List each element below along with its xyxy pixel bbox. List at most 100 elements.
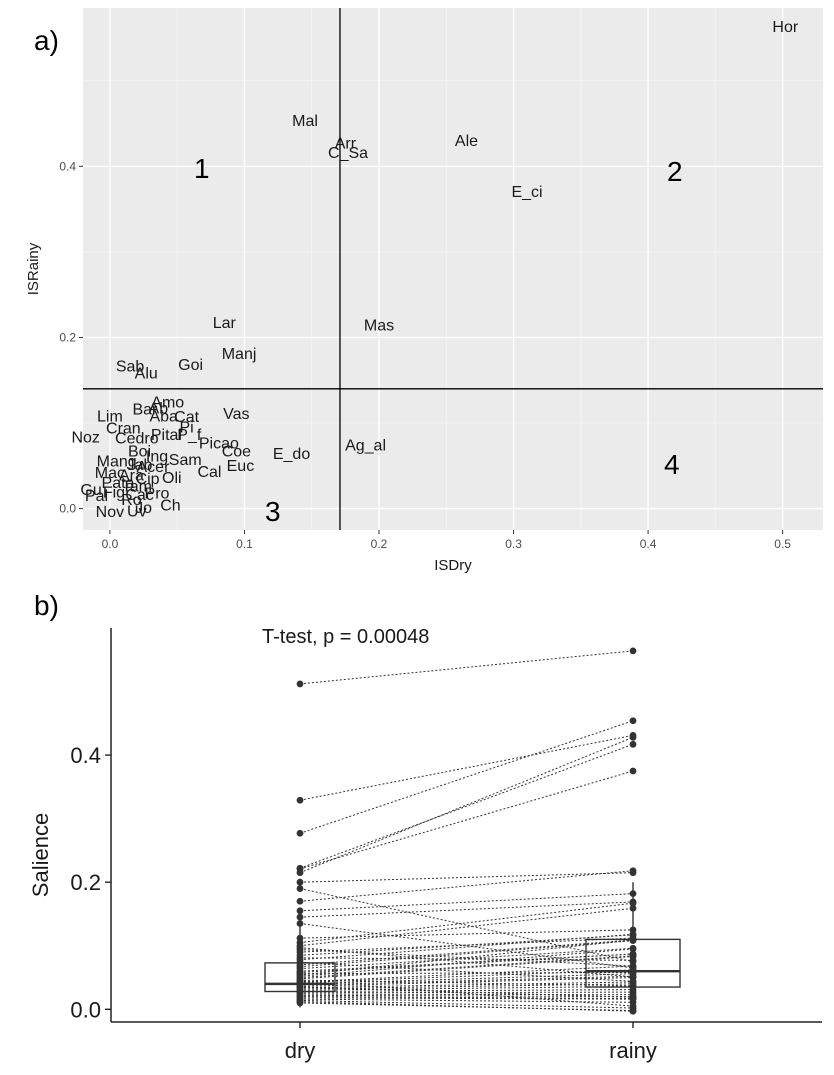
rainy-point [629, 930, 637, 938]
point-label-picao: Picao [199, 436, 239, 453]
paired-line [299, 969, 634, 984]
rainy-point [629, 767, 637, 775]
paired-line [299, 993, 634, 996]
point-label-ab: Ab [149, 401, 169, 418]
point-label-oli: Oli [162, 470, 182, 487]
x-tick-label: 0.3 [505, 537, 522, 551]
point-label-lar: Lar [213, 315, 237, 332]
point-label-arr: Arr [335, 135, 357, 152]
dry-point [296, 680, 304, 688]
point-label-noz: Noz [71, 430, 99, 447]
boxplot-y-tick-label: 0.4 [70, 743, 101, 768]
paired-line [299, 1002, 634, 1012]
point-label-gu: Gu [80, 482, 101, 499]
paired-line [299, 973, 634, 985]
point-label-cran: Cran [106, 420, 141, 437]
point-label-cip: Cip [136, 471, 160, 488]
paired-line [299, 893, 634, 912]
point-label-nov: Nov [96, 504, 124, 521]
boxplot-y-axis-title: Salience [28, 813, 53, 897]
point-label-jab: Jab [127, 457, 153, 474]
point-label-e-ci: E_ci [511, 184, 542, 201]
x-tick-label: 0.5 [774, 537, 791, 551]
point-label-euc: Euc [227, 458, 255, 475]
paired-boxplot-panel: b) T-test, p = 0.00048 0.0 0.2 0.4 dry rainy… [28, 590, 822, 1063]
rainy-point [629, 717, 637, 725]
dry-point [296, 920, 304, 927]
paired-line [299, 983, 634, 990]
point-label-vas: Vas [223, 406, 249, 423]
paired-line [299, 991, 634, 994]
boxplot-y-tick-label: 0.2 [70, 870, 101, 895]
scatter-y-axis-title: ISRainy [25, 242, 42, 295]
point-label-pro: Pro [145, 485, 170, 502]
paired-line [299, 953, 634, 973]
point-label-ch: Ch [160, 497, 180, 514]
point-label-coe: Coe [222, 443, 251, 460]
paired-line [299, 937, 634, 953]
point-label-bar: Bar [132, 401, 158, 418]
paired-line [299, 770, 634, 870]
point-label-alu: Alu [135, 366, 158, 383]
point-label-mang: Mang [97, 454, 137, 471]
rainy-point [629, 998, 637, 1006]
point-label-aba: Aba [149, 408, 178, 425]
point-label-cat: Cat [174, 409, 199, 426]
paired-line [299, 961, 634, 982]
panel-a-letter: a) [34, 25, 59, 56]
paired-line [299, 650, 634, 685]
rainy-point [629, 899, 637, 907]
point-label-tam: Tam [122, 479, 152, 496]
paired-line [299, 977, 634, 987]
boxplot-axes: 0.0 0.2 0.4 dry rainy [70, 628, 822, 1063]
paired-line [299, 949, 634, 967]
point-label-boi: Boi [128, 443, 151, 460]
paired-line [299, 965, 634, 983]
paired-line [299, 999, 634, 1009]
scatter-panel: a) HorMalArrC_SaAleE_ciMasLarManjGoiSabA… [25, 8, 823, 574]
y-tick-label: 0.2 [59, 330, 76, 344]
boxplot-x-tick-label-rainy: rainy [609, 1038, 657, 1063]
paired-line [299, 872, 634, 883]
point-label-fig: Fig [103, 484, 125, 501]
scatter-gridlines [83, 8, 823, 530]
paired-points [296, 647, 637, 1015]
point-label-uv: Uv [127, 503, 147, 520]
paired-line [299, 956, 634, 980]
quadrant-1-number: 1 [194, 153, 210, 184]
point-label-pital: Pital [151, 427, 182, 444]
paired-line [299, 870, 634, 902]
point-label-pal: Pal [85, 488, 108, 505]
dry-point [296, 885, 304, 892]
point-label-ara: Ara [119, 467, 144, 484]
paired-line [299, 720, 634, 834]
rainy-point [629, 647, 637, 655]
paired-line [299, 994, 634, 998]
paired-line [299, 947, 634, 978]
point-label-lim: Lim [97, 408, 123, 425]
x-tick-label: 0.2 [371, 537, 388, 551]
point-label-cal: Cal [197, 464, 221, 481]
paired-line [299, 996, 634, 999]
dry-point [296, 913, 304, 921]
point-label-amo: Amo [151, 395, 184, 412]
dry-point [296, 869, 304, 877]
point-label-ing: Ing [146, 449, 168, 466]
dry-point [296, 878, 304, 886]
point-label-manj: Manj [222, 346, 257, 363]
y-tick-label: 0.0 [59, 502, 76, 516]
point-label-mal: Mal [292, 113, 318, 130]
boxplot-y-tick-label: 0.0 [70, 997, 101, 1022]
t-test-annotation: T-test, p = 0.00048 [262, 626, 429, 648]
x-tick-label: 0.0 [102, 537, 119, 551]
paired-line [299, 736, 634, 874]
boxplot-x-tick-label-dry: dry [285, 1038, 316, 1063]
rainy-point [629, 867, 637, 875]
point-label-mac: Mac [95, 465, 125, 482]
x-tick-label: 0.1 [236, 537, 253, 551]
point-label-e-do: E_do [273, 446, 310, 463]
point-label-jo: Jo [135, 500, 152, 517]
scatter-x-axis-title: ISDry [434, 557, 472, 574]
scatter-plot-background [83, 8, 823, 530]
